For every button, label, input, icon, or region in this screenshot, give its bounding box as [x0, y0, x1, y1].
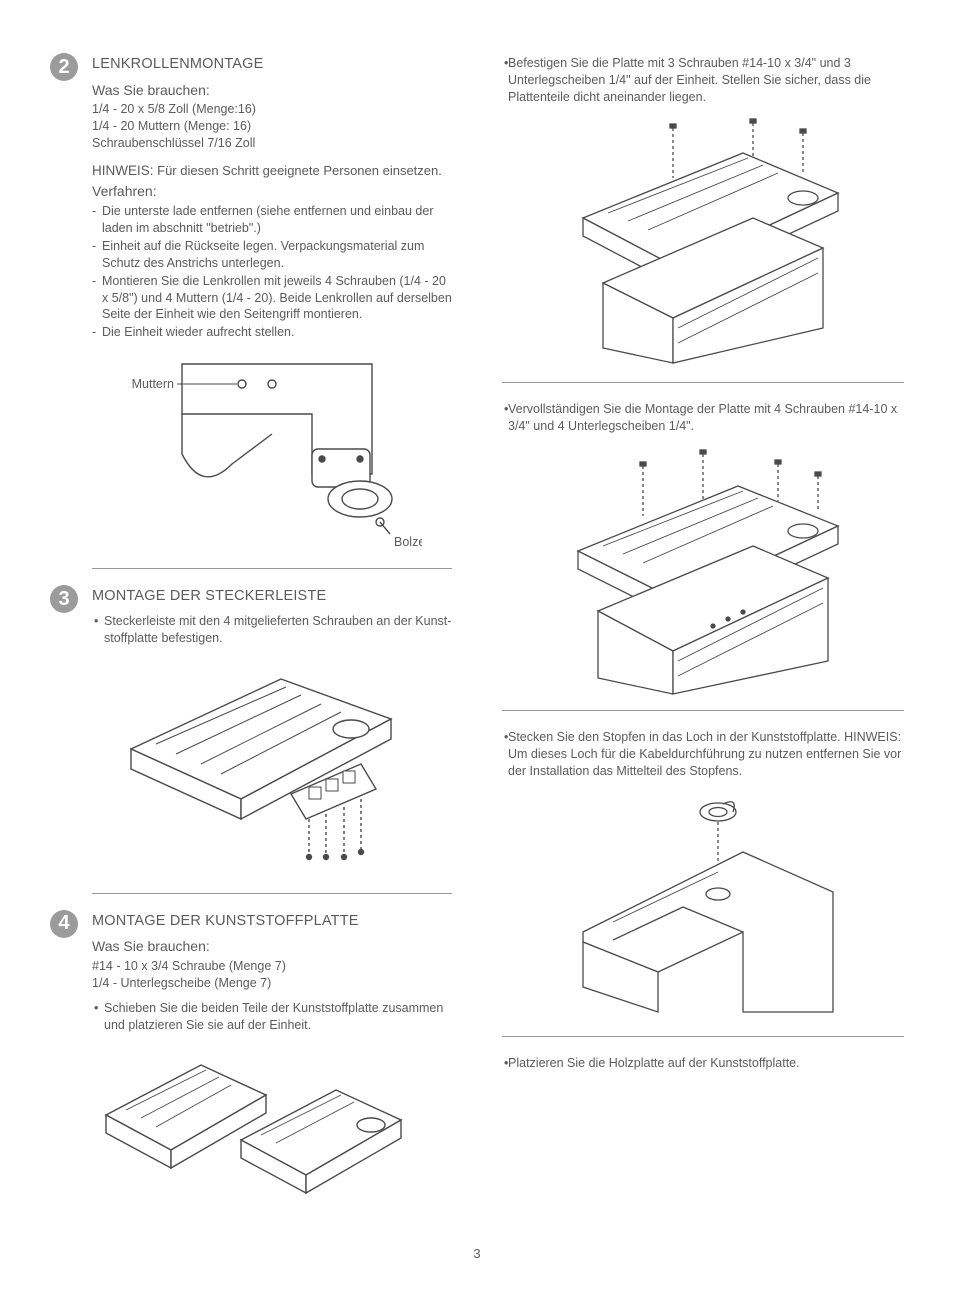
step-4-figure [50, 1045, 452, 1205]
step-3-badge: 3 [50, 585, 78, 613]
step-2-note-label: HINWEIS: [92, 163, 154, 178]
step-2-body: LENKROLLENMONTAGE Was Sie brauchen: 1/4 … [92, 55, 452, 342]
step-4-bullet: Schieben Sie die beiden Teile der Kunsts… [92, 1000, 452, 1034]
step-2-note: HINWEIS: Für diesen Schritt geeignete Pe… [92, 162, 452, 180]
right-bullet-2: Vervollständigen Sie die Montage der Pla… [502, 401, 904, 435]
step-2-proc-1: Die unterste lade entfernen (siehe entfe… [92, 203, 452, 237]
step-2-proc-heading: Verfahren: [92, 182, 452, 201]
step-4-need-2: 1/4 - Unterlegscheibe (Menge 7) [92, 975, 452, 992]
left-column: 2 LENKROLLENMONTAGE Was Sie brauchen: 1/… [50, 55, 452, 1217]
divider-after-step3 [92, 893, 452, 894]
step-2-title: LENKROLLENMONTAGE [92, 55, 452, 75]
step-2-proc-list: Die unterste lade entfernen (siehe entfe… [92, 203, 452, 341]
step-4-need-1: #14 - 10 x 3/4 Schraube (Menge 7) [92, 958, 452, 975]
step-3-bullet: Steckerleiste mit den 4 mitgelieferten S… [92, 613, 452, 647]
divider-right-2 [502, 710, 904, 711]
page-number: 3 [50, 1245, 904, 1263]
step-2-proc-4: Die Einheit wieder aufrecht stellen. [92, 324, 452, 341]
step-4: 4 MONTAGE DER KUNSTSTOFFPLATTE Was Sie b… [50, 912, 452, 1034]
divider-right-3 [502, 1036, 904, 1037]
step-2-proc-2: Einheit auf die Rückseite legen. Verpack… [92, 238, 452, 272]
fig-label-muttern: Muttern [132, 377, 174, 391]
right-bullet-4: Platzieren Sie die Holzplatte auf der Ku… [502, 1055, 904, 1072]
right-bullet-1: Befestigen Sie die Platte mit 3 Schraube… [502, 55, 904, 106]
right-bullet-3: Stecken Sie den Stopfen in das Loch in d… [502, 729, 904, 780]
right-figure-1 [502, 118, 904, 368]
step-2-note-text: Für diesen Schritt geeignete Personen ei… [154, 163, 442, 178]
step-2-proc-3: Montieren Sie die Lenkrollen mit jeweils… [92, 273, 452, 324]
step-3-title: MONTAGE DER STECKERLEISTE [92, 587, 452, 607]
divider-after-step2 [92, 568, 452, 569]
fig-label-bolzen: Bolzen [394, 535, 422, 549]
step-3-body: MONTAGE DER STECKERLEISTE Steckerleiste … [92, 587, 452, 646]
step-2: 2 LENKROLLENMONTAGE Was Sie brauchen: 1/… [50, 55, 452, 342]
step-2-need-1: 1/4 - 20 x 5/8 Zoll (Menge:16) [92, 101, 452, 118]
step-2-need-heading: Was Sie brauchen: [92, 81, 452, 100]
step-2-need-2: 1/4 - 20 Muttern (Menge: 16) [92, 118, 452, 135]
right-figure-3 [502, 792, 904, 1022]
step-4-body: MONTAGE DER KUNSTSTOFFPLATTE Was Sie bra… [92, 912, 452, 1034]
step-3: 3 MONTAGE DER STECKERLEISTE Steckerleist… [50, 587, 452, 646]
step-4-badge: 4 [50, 910, 78, 938]
step-4-title: MONTAGE DER KUNSTSTOFFPLATTE [92, 912, 452, 932]
right-column: Befestigen Sie die Platte mit 3 Schraube… [502, 55, 904, 1217]
right-figure-2 [502, 446, 904, 696]
step-4-need-heading: Was Sie brauchen: [92, 937, 452, 956]
step-2-need-3: Schraubenschlüssel 7/16 Zoll [92, 135, 452, 152]
divider-right-1 [502, 382, 904, 383]
page-columns: 2 LENKROLLENMONTAGE Was Sie brauchen: 1/… [50, 55, 904, 1217]
step-2-badge: 2 [50, 53, 78, 81]
step-3-figure [50, 659, 452, 879]
step-2-figure: Muttern Bolzen [50, 354, 452, 554]
